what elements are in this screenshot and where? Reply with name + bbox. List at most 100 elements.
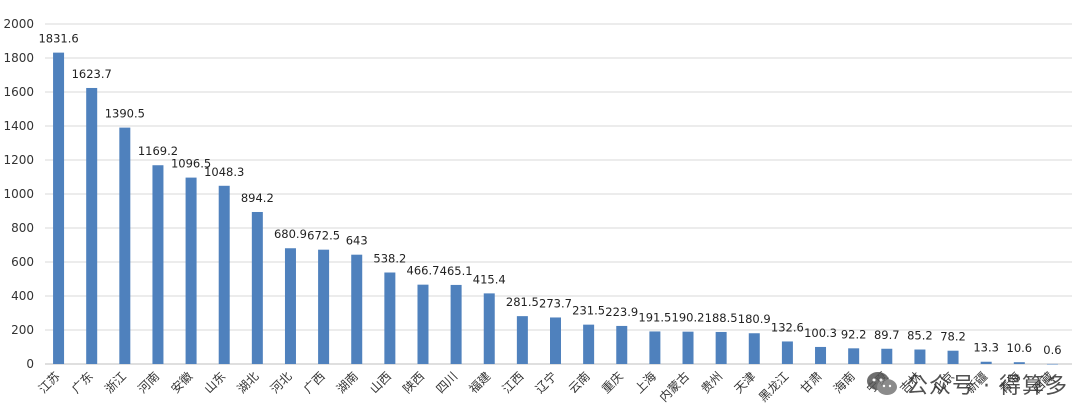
data-label: 465.1 bbox=[440, 264, 473, 278]
data-label: 273.7 bbox=[539, 296, 572, 310]
bar bbox=[980, 361, 992, 364]
bar bbox=[417, 284, 429, 364]
x-tick-label: 云南 bbox=[565, 369, 593, 397]
y-tick-label: 200 bbox=[11, 323, 34, 337]
data-label: 1831.6 bbox=[38, 32, 78, 46]
data-label: 223.9 bbox=[605, 305, 638, 319]
data-label: 78.2 bbox=[940, 330, 966, 344]
bar bbox=[583, 324, 595, 364]
bars bbox=[53, 52, 1058, 365]
watermark-text: 公众号 · 得算多 bbox=[906, 374, 1068, 399]
data-label: 190.2 bbox=[672, 311, 705, 325]
bar bbox=[715, 331, 727, 364]
bar bbox=[881, 348, 893, 364]
bar bbox=[781, 341, 793, 364]
watermark: 公众号 · 得算多 bbox=[866, 368, 1068, 400]
y-tick-label: 800 bbox=[11, 221, 34, 235]
bar bbox=[748, 333, 760, 364]
data-label: 0.6 bbox=[1043, 343, 1061, 357]
data-label: 191.5 bbox=[638, 310, 671, 324]
data-label: 538.2 bbox=[373, 252, 406, 266]
bar bbox=[351, 254, 363, 364]
bar bbox=[53, 52, 65, 365]
y-tick-label: 1400 bbox=[3, 119, 34, 133]
bar bbox=[815, 346, 827, 364]
x-tick-label: 安徽 bbox=[168, 369, 196, 397]
data-label: 180.9 bbox=[738, 312, 771, 326]
data-label: 680.9 bbox=[274, 227, 307, 241]
bar bbox=[218, 185, 230, 364]
y-tick-label: 2000 bbox=[3, 17, 34, 31]
data-label: 13.3 bbox=[973, 341, 999, 355]
bar bbox=[550, 317, 561, 364]
bar bbox=[185, 177, 197, 364]
data-label: 231.5 bbox=[572, 304, 605, 318]
bar bbox=[450, 284, 462, 364]
bar bbox=[251, 211, 263, 364]
y-tick-label: 1600 bbox=[3, 85, 34, 99]
bar bbox=[682, 331, 694, 364]
y-tick-label: 0 bbox=[26, 357, 34, 371]
y-tick-label: 600 bbox=[11, 255, 34, 269]
x-tick-label: 陕西 bbox=[400, 369, 428, 397]
data-label: 643 bbox=[346, 234, 368, 248]
bar bbox=[483, 293, 495, 364]
bar bbox=[284, 248, 296, 364]
bar bbox=[152, 165, 164, 364]
x-tick-label: 福建 bbox=[466, 369, 494, 397]
data-label: 10.6 bbox=[1007, 341, 1033, 355]
x-tick-label: 江苏 bbox=[36, 369, 63, 396]
x-tick-label: 内蒙古 bbox=[656, 369, 692, 405]
data-label: 1390.5 bbox=[105, 107, 145, 121]
y-axis-ticks: 0 200 400 600 800 1000 1200 1400 1600 1800 2000 bbox=[3, 17, 34, 371]
data-label: 1623.7 bbox=[72, 67, 112, 81]
bar bbox=[1046, 363, 1058, 365]
wechat-icon bbox=[867, 372, 898, 395]
data-label: 1096.5 bbox=[171, 157, 211, 171]
data-label: 672.5 bbox=[307, 229, 340, 243]
bar bbox=[1013, 362, 1025, 364]
x-tick-label: 辽宁 bbox=[532, 369, 560, 397]
x-tick-label: 甘肃 bbox=[798, 369, 825, 396]
x-tick-label: 山西 bbox=[367, 369, 394, 396]
x-tick-label: 四川 bbox=[433, 369, 460, 396]
y-tick-label: 1200 bbox=[3, 153, 34, 167]
data-label: 132.6 bbox=[771, 320, 804, 334]
x-tick-label: 上海 bbox=[631, 369, 659, 397]
y-tick-label: 1800 bbox=[3, 51, 34, 65]
bar bbox=[318, 249, 330, 364]
bar bbox=[649, 331, 661, 364]
data-label: 466.7 bbox=[407, 264, 440, 278]
x-tick-label: 天津 bbox=[732, 369, 759, 396]
gridlines bbox=[45, 23, 1072, 365]
x-tick-label: 贵州 bbox=[698, 369, 725, 396]
data-label: 1048.3 bbox=[204, 165, 244, 179]
x-tick-label: 海南 bbox=[830, 369, 858, 397]
data-label: 1169.2 bbox=[138, 144, 178, 158]
y-tick-label: 1000 bbox=[3, 187, 34, 201]
data-label: 281.5 bbox=[506, 295, 539, 309]
data-label: 894.2 bbox=[241, 191, 274, 205]
x-tick-label: 广东 bbox=[69, 369, 96, 396]
x-tick-label: 湖北 bbox=[234, 369, 262, 397]
x-tick-label: 河南 bbox=[134, 369, 162, 397]
x-tick-label: 重庆 bbox=[599, 369, 626, 396]
bar bbox=[119, 127, 131, 365]
x-tick-label: 广西 bbox=[301, 369, 328, 396]
x-tick-label: 山东 bbox=[201, 369, 228, 396]
data-label: 89.7 bbox=[874, 328, 900, 342]
x-tick-label: 黑龙江 bbox=[756, 369, 791, 404]
x-tick-label: 浙江 bbox=[102, 369, 129, 396]
x-tick-label: 江西 bbox=[500, 369, 527, 396]
data-label: 85.2 bbox=[907, 329, 933, 343]
bar bbox=[616, 325, 628, 364]
data-label: 100.3 bbox=[804, 326, 837, 340]
x-tick-label: 河北 bbox=[268, 369, 295, 396]
bar bbox=[516, 316, 528, 364]
y-tick-label: 400 bbox=[11, 289, 34, 303]
bar bbox=[848, 348, 860, 364]
bar bbox=[86, 87, 98, 364]
bar bbox=[914, 349, 926, 364]
